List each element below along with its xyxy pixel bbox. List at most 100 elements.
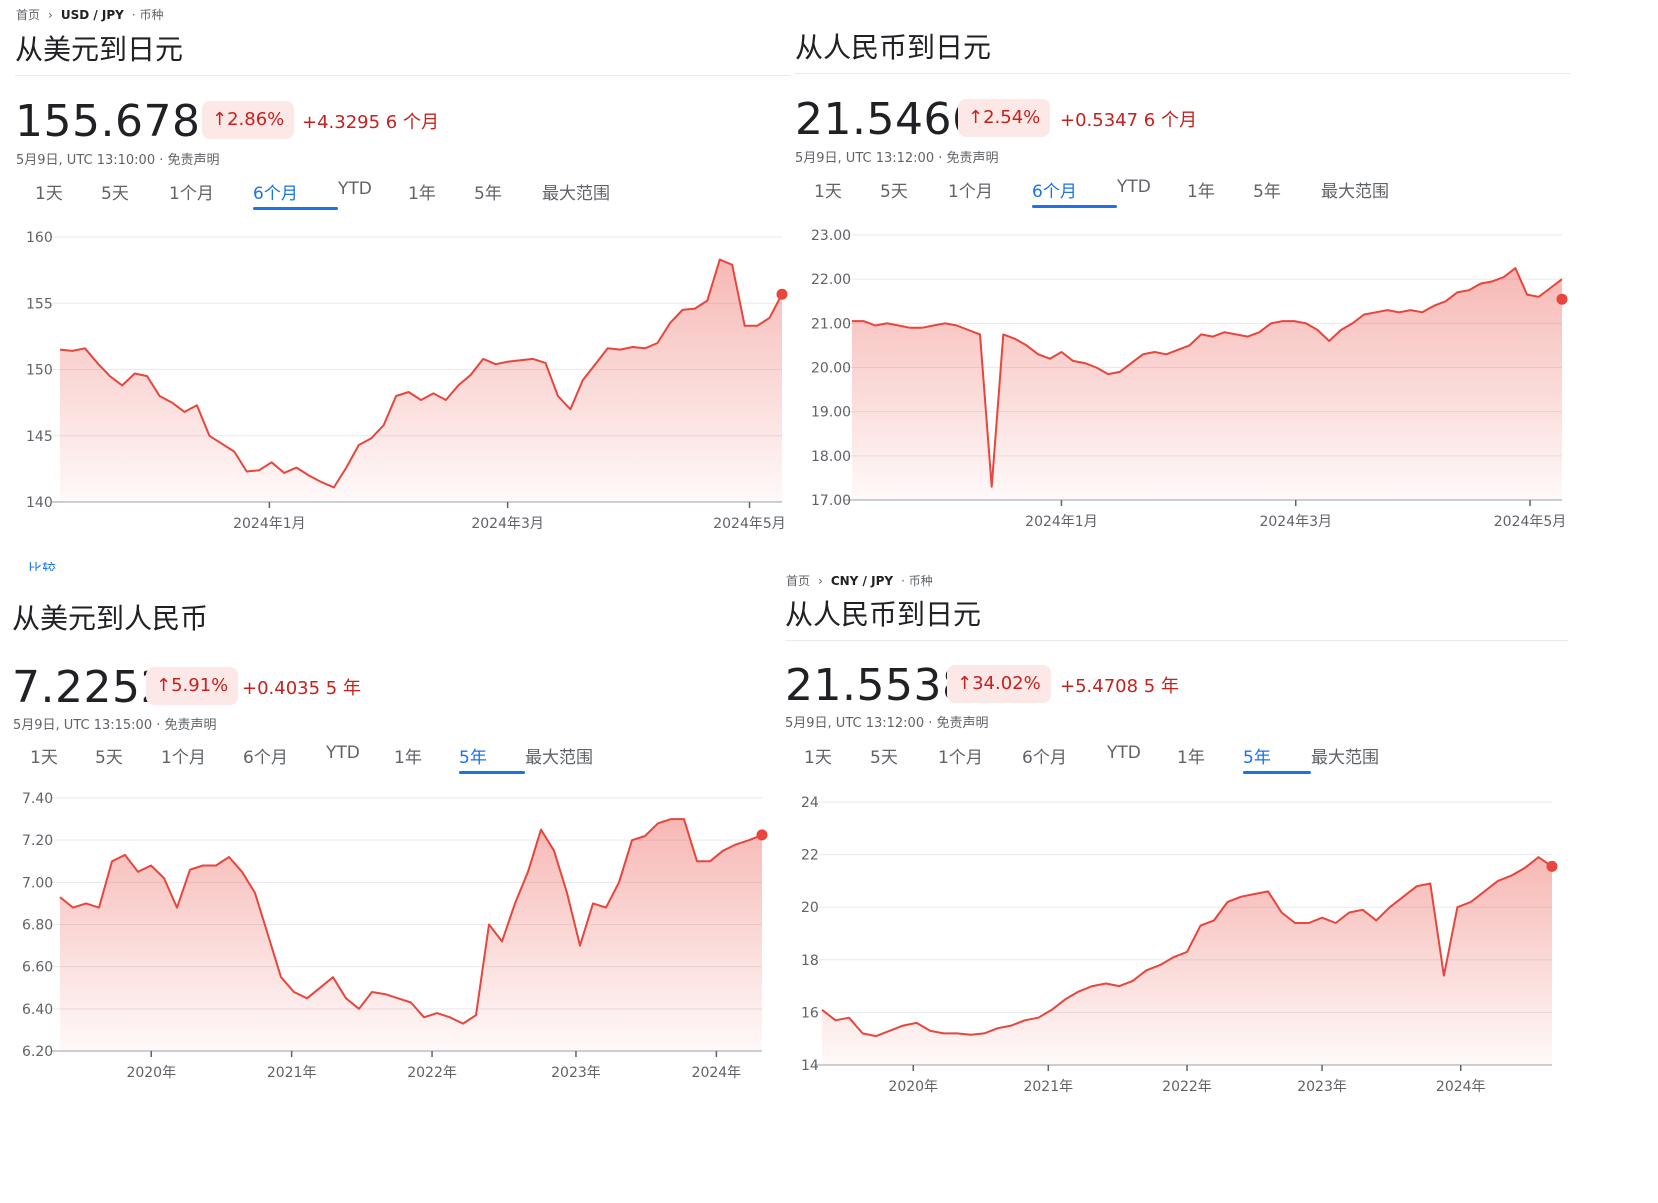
tab-range-1[interactable]: 5天 xyxy=(101,184,129,204)
percent-change-badge: ↑2.86% xyxy=(202,101,295,139)
x-tick-label: 2020年 xyxy=(126,1065,176,1081)
absolute-change: +0.5347 6 个月 xyxy=(1060,110,1197,131)
breadcrumb-pair[interactable]: CNY / JPY xyxy=(830,573,894,588)
tab-range-5[interactable]: 1年 xyxy=(1187,182,1215,202)
tab-range-0[interactable]: 1天 xyxy=(35,184,63,204)
chart-cny-jpy-6m: 23.00 22.00 21.00 20.00 19.00 18.00 17.00 2024年… xyxy=(811,228,1568,530)
breadcrumb-home-link[interactable]: 首页 xyxy=(16,8,41,22)
breadcrumb-home-link[interactable]: 首页 xyxy=(786,574,811,588)
tab-range-5[interactable]: 1年 xyxy=(1177,748,1205,768)
tab-range-2[interactable]: 1个月 xyxy=(948,182,993,202)
timestamp-disclaimer[interactable]: 5月9日, UTC 13:12:00 · 免责声明 xyxy=(795,151,999,166)
compare-button[interactable]: 比较 xyxy=(28,562,56,571)
tab-range-0[interactable]: 1天 xyxy=(30,748,58,768)
breadcrumb-suffix: · 币种 xyxy=(901,574,933,588)
exchange-rate-value: 7.2252 xyxy=(12,662,169,713)
tab-range-6[interactable]: 5年 xyxy=(459,743,525,774)
page-title: 从美元到人民币 xyxy=(12,602,209,635)
exchange-rate-value: 21.5466 xyxy=(795,94,981,145)
tab-range-7[interactable]: 最大范围 xyxy=(1321,182,1389,202)
breadcrumb-pair[interactable]: USD / JPY xyxy=(60,7,124,22)
absolute-change: +5.4708 5 年 xyxy=(1060,676,1179,697)
percent-change-badge: ↑5.91% xyxy=(146,667,239,705)
last-value-point[interactable] xyxy=(1546,860,1558,872)
tab-range-0[interactable]: 1天 xyxy=(804,748,832,768)
tab-range-3[interactable]: 6个月 xyxy=(1032,177,1117,208)
x-tick-label: 2020年 xyxy=(888,1079,938,1095)
exchange-rate-value: 155.6785 xyxy=(15,96,229,147)
tab-range-1[interactable]: 5天 xyxy=(880,182,908,202)
range-tabs: 1天 5天 1个月 6个月 YTD 1年 5年 最大范围 xyxy=(814,177,1389,208)
series-line xyxy=(59,258,783,489)
tab-range-2[interactable]: 1个月 xyxy=(161,748,206,768)
y-tick-label: 19.00 xyxy=(811,405,851,421)
y-tick-label: 6.60 xyxy=(22,960,53,976)
y-tick-label: 155 xyxy=(26,296,53,312)
chevron-right-icon: › xyxy=(818,573,823,588)
tab-range-6[interactable]: 5年 xyxy=(474,184,502,204)
last-value-point[interactable] xyxy=(1556,293,1568,305)
tab-range-2[interactable]: 1个月 xyxy=(169,184,214,204)
range-tabs: 1天 5天 1个月 6个月 YTD 1年 5年 最大范围 xyxy=(30,743,593,774)
breadcrumb: 首页 › CNY / JPY · 币种 xyxy=(786,572,933,589)
series-line xyxy=(852,267,1563,488)
x-tick-label: 2024年3月 xyxy=(471,516,544,532)
y-tick-label: 17.00 xyxy=(811,493,851,509)
y-tick-label: 140 xyxy=(26,495,53,511)
x-tick-label: 2024年 xyxy=(1436,1079,1486,1095)
tab-range-2[interactable]: 1个月 xyxy=(938,748,983,768)
tab-range-4[interactable]: YTD xyxy=(326,743,360,763)
timestamp-disclaimer[interactable]: 5月9日, UTC 13:10:00 · 免责声明 xyxy=(16,153,220,168)
last-value-point[interactable] xyxy=(776,288,788,300)
y-tick-label: 18 xyxy=(801,953,819,969)
y-tick-label: 7.40 xyxy=(22,791,53,807)
last-value-point[interactable] xyxy=(756,829,768,841)
tab-range-1[interactable]: 5天 xyxy=(95,748,123,768)
y-tick-label: 24 xyxy=(801,795,819,811)
range-tabs: 1天 5天 1个月 6个月 YTD 1年 5年 最大范围 xyxy=(804,743,1379,774)
breadcrumb: 首页 › USD / JPY · 币种 xyxy=(16,6,164,23)
tab-range-6[interactable]: 5年 xyxy=(1253,182,1281,202)
y-tick-label: 16 xyxy=(801,1005,819,1021)
tab-range-6[interactable]: 5年 xyxy=(1243,743,1311,774)
x-tick-label: 2024年 xyxy=(692,1065,742,1081)
page-title: 从人民币到日元 xyxy=(785,598,982,631)
y-tick-label: 7.20 xyxy=(22,833,53,849)
y-tick-label: 23.00 xyxy=(811,228,851,244)
tab-range-3[interactable]: 6个月 xyxy=(253,179,338,210)
tab-range-4[interactable]: YTD xyxy=(1117,177,1151,197)
timestamp-disclaimer[interactable]: 5月9日, UTC 13:12:00 · 免责声明 xyxy=(785,716,989,731)
x-tick-label: 2024年5月 xyxy=(1494,514,1567,530)
x-tick-label: 2024年3月 xyxy=(1259,514,1332,530)
divider xyxy=(785,640,1568,641)
tab-range-5[interactable]: 1年 xyxy=(394,748,422,768)
y-tick-label: 20 xyxy=(801,900,819,916)
tab-range-3[interactable]: 6个月 xyxy=(1022,748,1067,768)
y-tick-label: 150 xyxy=(26,363,53,379)
x-tick-label: 2022年 xyxy=(1162,1079,1212,1095)
y-tick-label: 21.00 xyxy=(811,316,851,332)
tab-range-1[interactable]: 5天 xyxy=(870,748,898,768)
chevron-right-icon: › xyxy=(48,7,53,22)
page-title: 从美元到日元 xyxy=(15,33,184,66)
tab-range-4[interactable]: YTD xyxy=(1107,743,1141,763)
x-tick-label: 2024年5月 xyxy=(713,516,786,532)
series-area xyxy=(60,259,782,502)
series-area xyxy=(60,819,762,1051)
tab-range-7[interactable]: 最大范围 xyxy=(1311,748,1379,768)
tab-range-3[interactable]: 6个月 xyxy=(243,748,288,768)
tab-range-5[interactable]: 1年 xyxy=(408,184,436,204)
tab-range-7[interactable]: 最大范围 xyxy=(542,184,610,204)
x-tick-label: 2024年1月 xyxy=(233,516,306,532)
panel-cny-jpy-5y: 首页 › CNY / JPY · 币种 从人民币到日元 21.5538 ↑34.… xyxy=(785,574,1658,1203)
panel-usd-jpy-6m: 首页 › USD / JPY · 币种 从美元到日元 155.6785 ↑2.8… xyxy=(0,0,830,600)
timestamp-disclaimer[interactable]: 5月9日, UTC 13:15:00 · 免责声明 xyxy=(13,718,217,733)
y-tick-label: 22.00 xyxy=(811,272,851,288)
tab-range-0[interactable]: 1天 xyxy=(814,182,842,202)
chart-usd-jpy: 160 155 150 145 140 2024年1月 2024年3月 2024年5月 xyxy=(26,230,788,532)
tab-range-4[interactable]: YTD xyxy=(338,179,372,199)
range-tabs: 1天 5天 1个月 6个月 YTD 1年 5年 最大范围 xyxy=(35,179,610,210)
page-title: 从人民币到日元 xyxy=(795,31,992,64)
tab-range-7[interactable]: 最大范围 xyxy=(525,748,593,768)
x-tick-label: 2021年 xyxy=(267,1065,317,1081)
